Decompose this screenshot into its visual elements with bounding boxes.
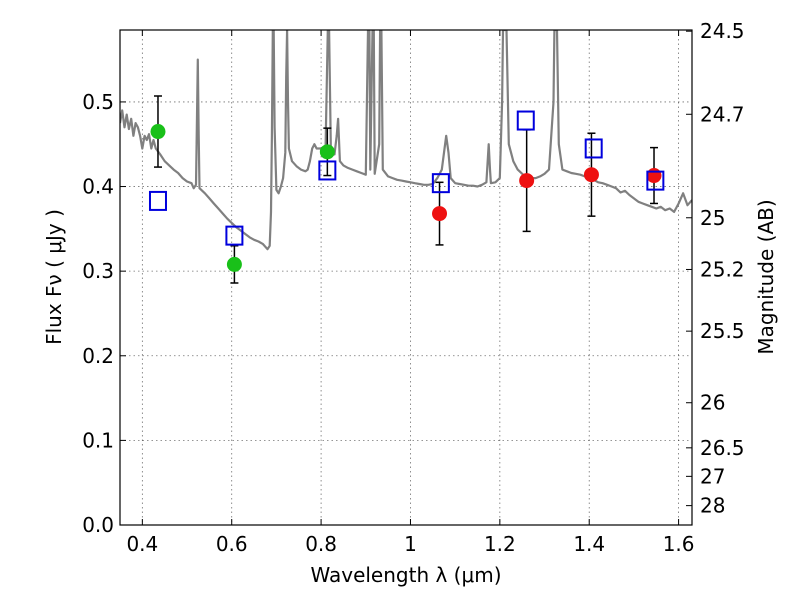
right-axis-title: Magnitude (AB) <box>754 199 778 354</box>
right-tick-label: 28 <box>700 494 725 518</box>
plot-frame <box>119 29 693 526</box>
y-tick-label: 0.1 <box>82 428 114 452</box>
y-tick-label: 0.4 <box>82 175 114 199</box>
model-point <box>516 110 535 131</box>
model-point <box>584 138 603 159</box>
data-point <box>226 256 242 272</box>
x-axis-title: Wavelength λ (μm) <box>310 563 501 587</box>
right-tick-label: 25.2 <box>700 257 745 281</box>
data-point <box>150 124 166 140</box>
right-tick-label: 24.5 <box>700 19 745 43</box>
model-point <box>148 190 167 211</box>
right-tick-label: 24.7 <box>700 102 745 126</box>
model-point <box>646 170 665 191</box>
right-tick-label: 26.5 <box>700 436 745 460</box>
data-point <box>583 167 599 183</box>
x-tick-label: 1.6 <box>663 532 695 556</box>
x-tick-label: 0.4 <box>126 532 158 556</box>
x-tick-label: 0.6 <box>216 532 248 556</box>
x-tick-label: 1.4 <box>573 532 605 556</box>
spectrum-line <box>120 30 692 251</box>
data-point <box>519 173 535 189</box>
model-point <box>225 225 244 246</box>
model-spectrum <box>120 30 692 251</box>
y-tick-label: 0.3 <box>82 259 114 283</box>
x-tick-label: 0.8 <box>305 532 337 556</box>
x-tick-label: 1 <box>404 532 417 556</box>
data-markers <box>148 110 665 272</box>
right-tick-label: 26 <box>700 391 725 415</box>
axis-ticks: 0.4 0.6 0.8 1 1.2 1.4 1.6 0.0 0.1 0.2 0.3 0.4 0.5 24.… <box>82 19 744 556</box>
data-point <box>319 144 335 160</box>
data-point <box>432 206 448 222</box>
error-bars <box>153 95 659 284</box>
grid <box>120 30 692 525</box>
right-tick-label: 27 <box>700 464 725 488</box>
x-tick-label: 1.2 <box>484 532 516 556</box>
y-tick-label: 0.2 <box>82 344 114 368</box>
right-tick-label: 25 <box>700 206 725 230</box>
y-tick-label: 0.0 <box>82 513 114 537</box>
model-point <box>318 160 337 181</box>
model-point <box>431 173 450 194</box>
y-tick-label: 0.5 <box>82 90 114 114</box>
right-tick-label: 25.5 <box>700 319 745 343</box>
y-axis-title: Flux Fν ( μJy ) <box>42 209 66 345</box>
